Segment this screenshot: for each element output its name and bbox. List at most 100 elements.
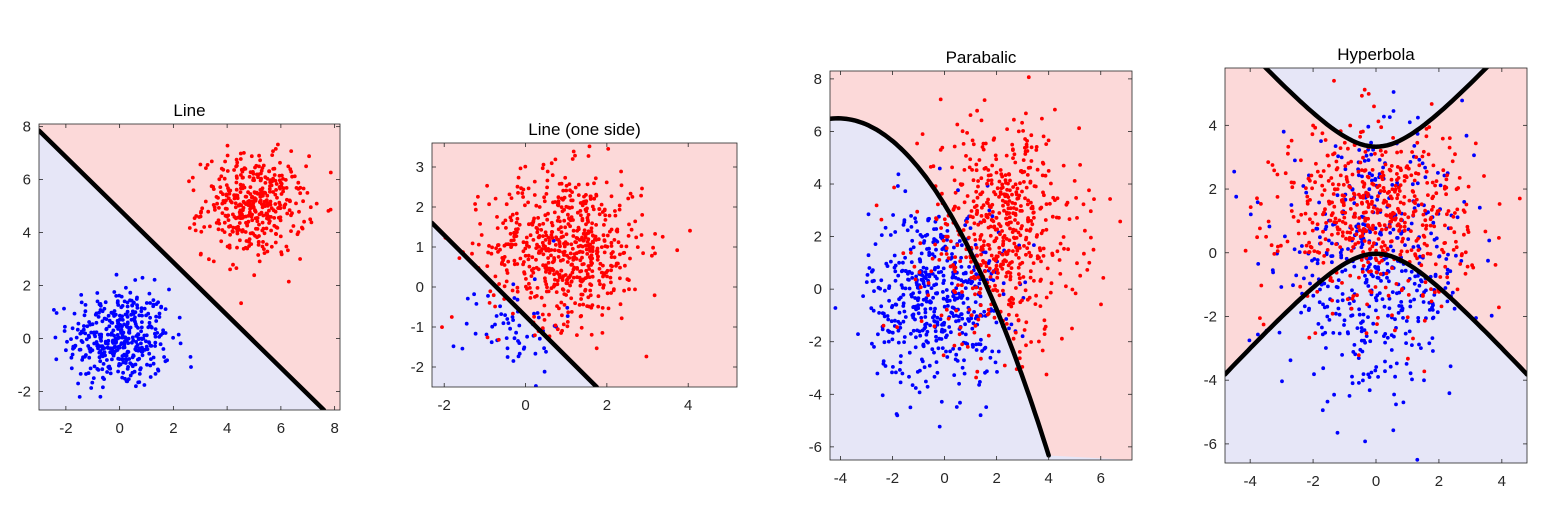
data-point [139, 336, 144, 341]
data-point [890, 330, 895, 335]
data-point [1271, 270, 1275, 275]
data-point [192, 216, 197, 221]
data-point [526, 200, 530, 205]
data-point [514, 220, 519, 225]
data-point [1382, 189, 1387, 194]
data-point [941, 281, 946, 285]
data-point [1425, 243, 1429, 248]
data-point [251, 170, 255, 174]
data-point [979, 220, 983, 225]
data-point [233, 205, 238, 210]
data-point [257, 234, 261, 238]
data-point [933, 242, 937, 247]
data-point [286, 279, 291, 284]
data-point [909, 225, 914, 229]
data-point [147, 324, 152, 329]
data-point [124, 285, 128, 290]
data-point [473, 207, 478, 212]
data-point [52, 308, 56, 312]
data-point [1317, 200, 1321, 205]
data-point [1444, 192, 1448, 197]
data-point [1395, 236, 1399, 240]
data-point [618, 265, 622, 270]
data-point [1454, 245, 1459, 250]
data-point [1465, 224, 1470, 229]
data-point [562, 218, 567, 223]
data-point [921, 281, 926, 286]
data-point [573, 153, 577, 158]
data-point [128, 298, 132, 303]
data-point [101, 362, 106, 366]
data-point [525, 334, 529, 339]
data-point [1033, 302, 1038, 306]
data-point [1064, 284, 1068, 289]
data-point [893, 302, 898, 307]
data-point [986, 168, 991, 172]
data-point [1009, 297, 1013, 301]
data-point [1395, 196, 1399, 201]
data-point [912, 264, 917, 269]
data-point [939, 252, 944, 256]
data-point [527, 222, 531, 227]
data-point [1012, 117, 1016, 122]
data-point [977, 281, 982, 286]
data-point [1388, 244, 1393, 249]
data-point [1497, 305, 1501, 310]
data-point [247, 199, 252, 204]
data-point [1044, 202, 1049, 207]
data-point [540, 312, 545, 317]
data-point [524, 277, 528, 281]
data-point [598, 261, 603, 266]
data-point [1339, 253, 1344, 258]
data-point [205, 163, 210, 167]
data-point [1412, 297, 1416, 302]
data-point [535, 286, 540, 290]
data-point [979, 214, 984, 218]
data-point [991, 288, 995, 293]
data-point [1445, 212, 1449, 217]
data-point [1356, 353, 1361, 357]
data-point [963, 223, 968, 228]
data-point [278, 218, 283, 223]
data-point [1415, 457, 1420, 462]
data-point [986, 225, 991, 230]
data-point [1341, 201, 1346, 205]
data-point [289, 229, 293, 234]
y-tick-label: 4 [23, 225, 31, 242]
data-point [1348, 224, 1353, 229]
data-point [1334, 311, 1338, 316]
data-point [883, 288, 887, 293]
data-point [1348, 273, 1353, 278]
data-point [1029, 219, 1033, 223]
data-point [974, 285, 978, 290]
data-point [941, 290, 945, 294]
data-point [541, 234, 545, 239]
data-point [1275, 249, 1280, 254]
data-point [532, 311, 536, 316]
data-point [109, 320, 114, 325]
data-point [63, 324, 67, 329]
data-point [1347, 301, 1352, 306]
data-point [228, 199, 233, 203]
data-point [580, 216, 585, 221]
data-point [1368, 289, 1372, 293]
data-point [991, 278, 996, 283]
data-point [142, 333, 147, 338]
data-point [251, 231, 256, 236]
data-point [952, 373, 957, 377]
data-point [983, 269, 988, 274]
data-point [70, 326, 75, 331]
data-point [232, 196, 237, 201]
axes-box [431, 142, 738, 388]
data-point [328, 170, 333, 175]
data-point [964, 154, 968, 158]
data-point [490, 324, 495, 329]
data-point [549, 233, 554, 237]
data-point [117, 317, 122, 322]
data-point [619, 244, 624, 249]
data-point [957, 332, 962, 337]
data-point [592, 196, 597, 201]
data-point [883, 364, 888, 368]
data-point [1005, 270, 1009, 275]
data-point [1340, 234, 1345, 238]
